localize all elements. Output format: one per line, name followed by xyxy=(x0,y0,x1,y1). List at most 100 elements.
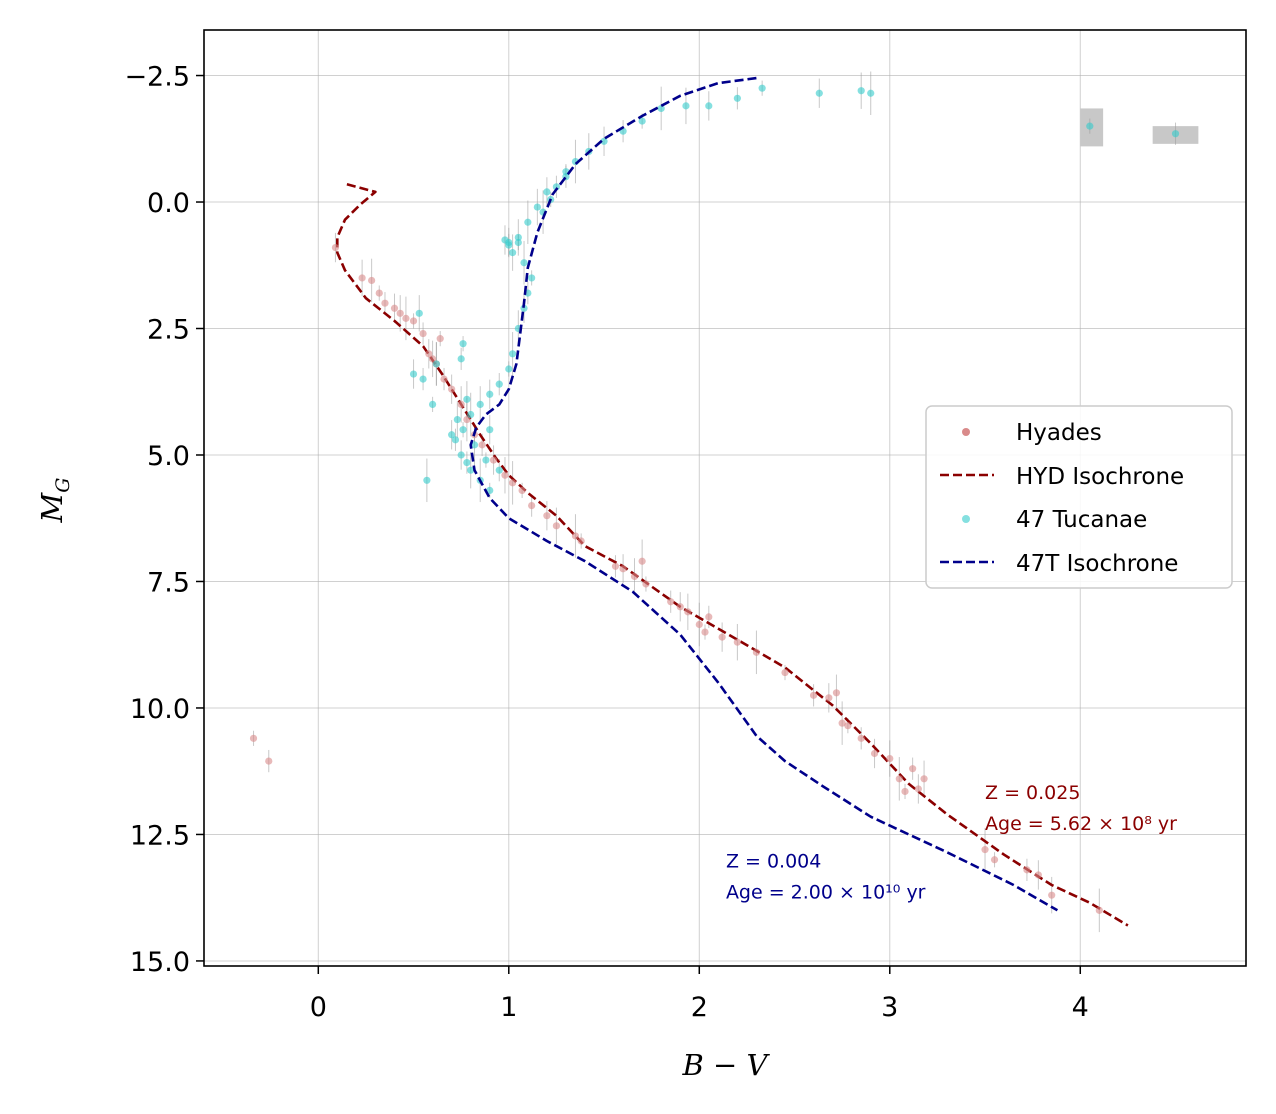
point-hyades xyxy=(552,522,561,530)
point-hyades xyxy=(402,314,410,322)
point-47-tucanae xyxy=(682,102,690,110)
point-hyades xyxy=(577,537,585,545)
y-tick-label: 2.5 xyxy=(147,315,190,346)
point-47-tucanae xyxy=(638,117,646,125)
series-hyades xyxy=(249,243,1103,914)
legend-label-47t-isochrone: 47T Isochrone xyxy=(1016,551,1178,577)
point-47-tucanae xyxy=(495,380,503,388)
legend-label-47-tucanae: 47 Tucanae xyxy=(1016,507,1147,533)
point-hyades xyxy=(463,415,471,424)
point-47-tucanae xyxy=(486,426,494,434)
point-hyades xyxy=(508,479,517,487)
point-hyades xyxy=(331,243,340,252)
point-47-tucanae xyxy=(451,436,460,444)
point-47-tucanae xyxy=(415,309,423,317)
point-47-tucanae xyxy=(470,441,479,449)
point-hyades xyxy=(886,754,894,763)
point-hyades xyxy=(733,638,741,646)
y-tick-label: 0.0 xyxy=(147,188,190,219)
point-hyades xyxy=(489,456,498,464)
point-47-tucanae xyxy=(533,203,541,211)
y-axis-label-sub: G xyxy=(52,478,74,493)
series-layer xyxy=(249,76,1180,927)
point-hyades xyxy=(396,309,404,317)
point-hyades xyxy=(1034,871,1042,879)
point-hyades xyxy=(705,613,713,621)
annotation-text: Age = 5.62 × 10⁸ yr xyxy=(985,813,1177,835)
point-hyades xyxy=(667,598,675,606)
y-tick-label: 12.5 xyxy=(130,820,190,851)
point-hyades xyxy=(981,846,989,854)
point-hyades xyxy=(870,749,879,758)
y-tick-label: 7.5 xyxy=(147,567,190,598)
point-47-tucanae xyxy=(495,466,503,474)
point-47-tucanae xyxy=(459,426,467,434)
point-hyades xyxy=(448,385,456,393)
series-47t-isochrone xyxy=(469,76,1059,912)
y-axis-label-main: M xyxy=(35,491,69,523)
point-hyades xyxy=(718,633,726,641)
point-47-tucanae xyxy=(457,355,465,363)
point-hyades xyxy=(1048,891,1056,899)
point-hyades xyxy=(638,557,646,565)
legend-box xyxy=(925,405,1233,589)
series-47-tucanae xyxy=(409,84,1180,495)
annotation-text: Z = 0.025 xyxy=(985,782,1080,804)
point-47-tucanae xyxy=(508,350,517,358)
point-47-tucanae xyxy=(705,102,713,110)
point-47-tucanae xyxy=(423,476,431,484)
line-47t-isochrone xyxy=(469,76,1059,912)
point-hyades xyxy=(571,532,580,540)
point-hyades xyxy=(642,580,650,588)
point-hyades xyxy=(358,274,366,282)
point-hyades xyxy=(825,694,833,702)
legend-marker-47-tucanae xyxy=(962,515,970,523)
point-47-tucanae xyxy=(505,238,513,247)
point-47-tucanae xyxy=(463,395,471,403)
point-hyades xyxy=(457,400,465,408)
point-hyades xyxy=(695,620,703,629)
point-47-tucanae xyxy=(514,233,522,242)
point-47-tucanae xyxy=(467,466,475,474)
point-hyades xyxy=(914,785,922,793)
legend-label-hyades: Hyades xyxy=(1016,420,1102,446)
point-47-tucanae xyxy=(505,365,513,373)
point-hyades xyxy=(844,722,852,730)
point-47-tucanae xyxy=(448,431,456,439)
legend-label-hyd-isochrone: HYD Isochrone xyxy=(1016,464,1184,490)
point-47-tucanae xyxy=(514,238,522,247)
point-47-tucanae xyxy=(428,400,437,408)
point-47-tucanae xyxy=(432,360,441,368)
point-hyades xyxy=(990,856,999,864)
point-hyades xyxy=(1023,866,1031,874)
legend-marker-hyades xyxy=(962,428,970,436)
point-47-tucanae xyxy=(857,87,865,95)
point-47-tucanae xyxy=(528,274,536,282)
point-47-tucanae xyxy=(457,451,465,459)
y-axis-label: MG xyxy=(35,478,74,524)
point-hyades xyxy=(611,562,620,570)
point-hyades xyxy=(368,276,376,285)
point-47-tucanae xyxy=(524,218,532,226)
point-hyades xyxy=(752,648,761,656)
point-47-tucanae xyxy=(508,249,517,257)
point-hyades xyxy=(528,501,536,510)
x-tick-label: 1 xyxy=(500,992,517,1023)
point-hyades xyxy=(501,471,509,479)
point-47-tucanae xyxy=(657,104,665,113)
point-47-tucanae xyxy=(453,415,461,424)
point-hyades xyxy=(901,787,909,796)
x-tick-label: 4 xyxy=(1072,992,1089,1023)
point-47-tucanae xyxy=(733,94,741,102)
point-47-tucanae xyxy=(815,89,823,97)
y-tick-label: 10.0 xyxy=(130,694,190,725)
annotation-text: Z = 0.004 xyxy=(726,850,821,872)
point-hyades xyxy=(920,775,928,783)
y-tick-label: 15.0 xyxy=(130,947,190,978)
point-hyades xyxy=(419,329,427,338)
point-hyades xyxy=(265,757,273,765)
point-hyades xyxy=(440,375,448,383)
point-hyades xyxy=(832,689,841,697)
point-hyades xyxy=(375,289,383,297)
